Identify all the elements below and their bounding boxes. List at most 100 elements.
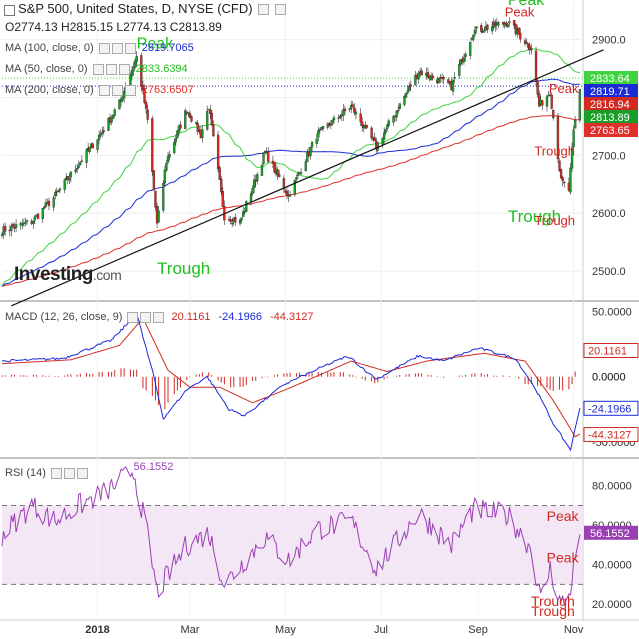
ma50-close-icon[interactable] <box>118 63 130 75</box>
time-tick-label: Sep <box>468 624 488 636</box>
candle-body <box>514 23 517 34</box>
macd-tag-label: 20.1161 <box>588 346 627 358</box>
candle-body <box>475 26 478 29</box>
candle-body <box>77 165 80 168</box>
macd-eye-icon[interactable] <box>127 311 139 323</box>
candle-body <box>306 151 309 163</box>
ma50-eye-icon[interactable] <box>92 63 104 75</box>
candle-body <box>144 101 148 109</box>
price-tag-box <box>584 110 638 125</box>
ma50-label: MA (50, close, 0) <box>5 63 88 75</box>
rsi-gear-icon[interactable] <box>64 467 76 479</box>
candle-body <box>437 78 441 84</box>
candle-body <box>97 135 101 141</box>
ma100-close-icon[interactable] <box>124 42 136 54</box>
candle-body <box>238 219 242 224</box>
candle-body <box>329 124 333 126</box>
price-tick-label: 2600.0 <box>592 208 626 220</box>
candle-body <box>392 116 395 123</box>
candle-body <box>151 118 154 172</box>
candle-body <box>85 149 88 163</box>
macd-gear-icon[interactable] <box>140 311 152 323</box>
ma200-eye-icon[interactable] <box>98 84 110 96</box>
rsi-legend[interactable]: RSI (14) <box>5 467 89 479</box>
candle-body <box>403 96 406 105</box>
candle-body <box>184 110 187 129</box>
macd-tick-label: 0.0000 <box>592 372 626 384</box>
ma100-value: 2819.7065 <box>141 42 194 54</box>
macd-legend[interactable]: MACD (12, 26, close, 9) 20.1161 -24.1966… <box>5 311 313 323</box>
grid-layer <box>2 2 583 618</box>
macd-close-icon[interactable] <box>153 311 165 323</box>
macd-line <box>1 312 581 452</box>
ma50-legend[interactable]: MA (50, close, 0) 2833.6394 <box>5 63 188 75</box>
candle-body <box>13 227 16 229</box>
chart-title: S&P 500, United States, D, NYSE (CFD) <box>18 1 286 16</box>
candle-body <box>361 121 364 127</box>
rsi-tag-box <box>584 525 638 540</box>
annotation-trough: Trough <box>531 603 575 619</box>
ma100-legend[interactable]: MA (100, close, 0) 2819.7065 <box>5 42 194 54</box>
settings-gear-icon[interactable] <box>274 4 286 16</box>
candle-body <box>453 77 456 79</box>
rsi-close-icon[interactable] <box>77 467 89 479</box>
candle-body <box>462 57 466 62</box>
candle-body <box>231 222 234 225</box>
time-tick-label: Jul <box>374 624 388 636</box>
candle-body <box>220 178 223 193</box>
annotation-56.1552: 56.1552 <box>134 461 174 473</box>
candle-body <box>282 178 286 190</box>
candle-body <box>332 117 336 121</box>
candle-body <box>141 85 145 91</box>
candle-body <box>417 72 420 80</box>
candle-body <box>483 30 486 33</box>
candle-body <box>110 117 113 123</box>
ma200-close-icon[interactable] <box>124 84 136 96</box>
investing-logo: Investing.com <box>14 264 122 286</box>
ma50-gear-icon[interactable] <box>105 63 117 75</box>
candle-body <box>339 116 342 118</box>
candle-body <box>331 119 334 125</box>
candle-body <box>353 107 356 113</box>
candle-body <box>408 85 411 91</box>
ma200-legend[interactable]: MA (200, close, 0) 2763.6507 <box>5 84 194 96</box>
candle-body <box>21 224 24 226</box>
candle-body <box>177 125 181 133</box>
candle-body <box>74 169 77 173</box>
candle-body <box>431 75 434 79</box>
candle-body <box>370 127 373 139</box>
candle-body <box>534 50 538 82</box>
time-tick-label: Mar <box>180 624 199 636</box>
candle-body <box>458 64 461 76</box>
candle-body <box>57 190 60 193</box>
ma100-line <box>1 78 580 287</box>
annotation-peak: Peak <box>505 4 535 19</box>
candle-body <box>317 130 320 138</box>
collapse-icon[interactable] <box>4 5 15 16</box>
annotation-trough: Trough <box>531 593 575 609</box>
rsi-eye-icon[interactable] <box>51 467 63 479</box>
candle-body <box>406 90 409 94</box>
ma100-eye-icon[interactable] <box>98 42 110 54</box>
candle-body <box>563 181 566 184</box>
candle-body <box>32 221 35 224</box>
price-tag-label: 2833.64 <box>590 73 630 85</box>
candle-body <box>528 45 531 51</box>
candle-body <box>328 123 331 126</box>
candle-body <box>229 219 232 222</box>
macd-tag-box <box>583 427 639 443</box>
candle-body <box>486 24 489 30</box>
ma200-gear-icon[interactable] <box>111 84 123 96</box>
support-trendline <box>11 49 604 307</box>
ma100-gear-icon[interactable] <box>111 42 123 54</box>
annotation-layer: PeakTroughPeakPeakPeakTroughTroughTrough… <box>134 0 580 619</box>
trendline-layer <box>11 49 604 307</box>
candle-body <box>113 109 116 116</box>
price-tick-label: 2500.0 <box>592 266 626 278</box>
candle-body <box>545 96 549 107</box>
candle-body <box>365 125 369 128</box>
candle-body <box>201 129 204 138</box>
candle-body <box>480 25 483 32</box>
visibility-eye-icon[interactable] <box>258 4 270 16</box>
candle-body <box>309 146 312 157</box>
